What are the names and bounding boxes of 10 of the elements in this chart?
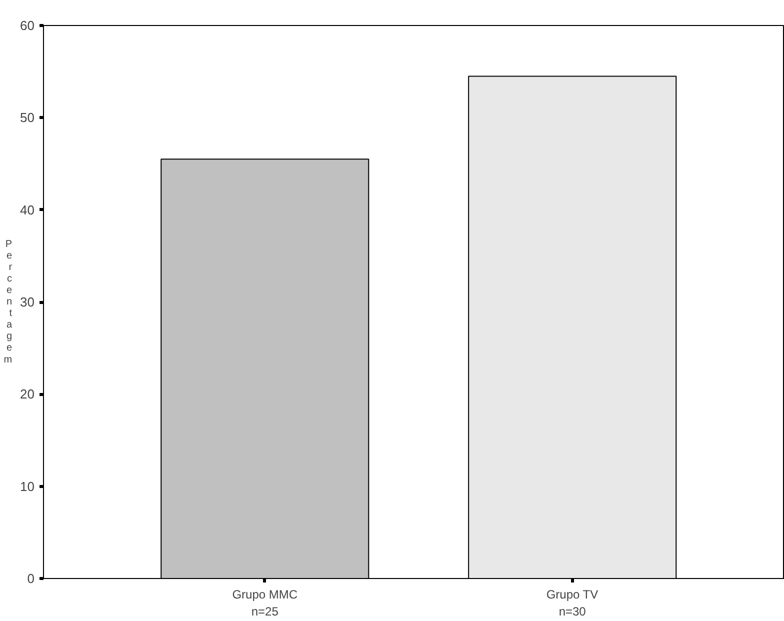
y-tick-label: 20: [20, 386, 35, 402]
x-tick-label: Grupo MMC n=25: [232, 588, 298, 618]
x-tick-label: Grupo TV n=30: [546, 588, 598, 618]
y-tick-label: 60: [20, 18, 35, 33]
y-tick-label: 30: [20, 294, 35, 310]
y-tick-label: 10: [20, 478, 35, 494]
y-tick-label: 50: [20, 110, 35, 126]
text: Percentagem: [4, 238, 12, 366]
y-tick-label: 40: [20, 202, 35, 218]
y-tick-label: 0: [27, 571, 35, 586]
